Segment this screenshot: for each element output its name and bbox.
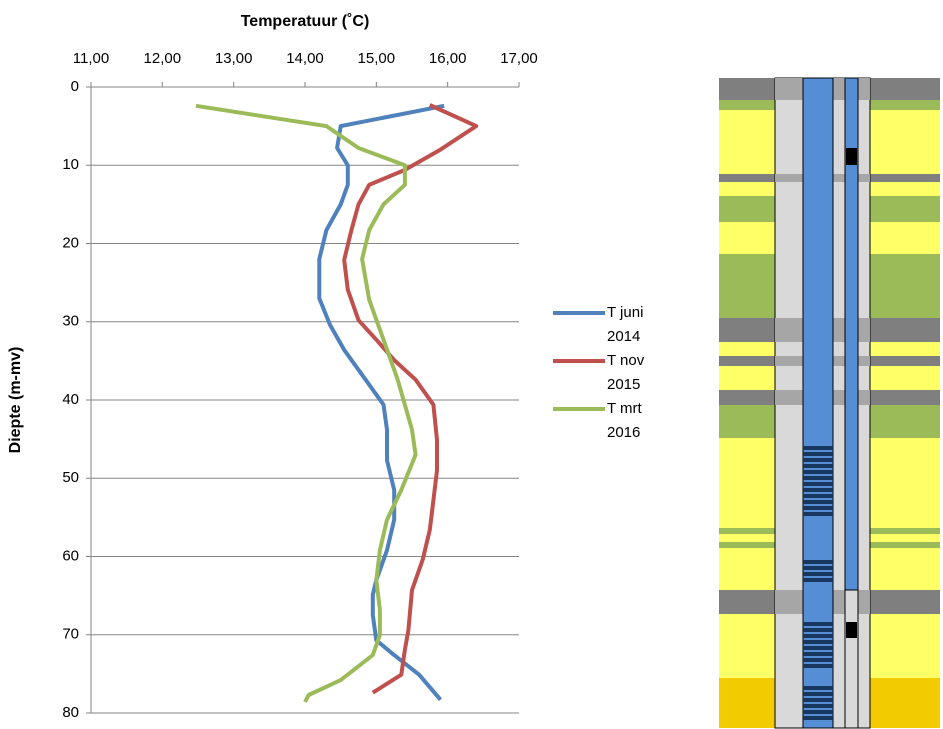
filter <box>803 652 833 656</box>
sensor <box>846 622 857 638</box>
filter <box>803 506 833 510</box>
filter <box>803 698 833 702</box>
filter <box>803 622 833 626</box>
page: Temperatuur (˚C) Diepte (m-mv) 0 10 20 30 40… <box>0 0 943 729</box>
sensor <box>846 148 857 165</box>
chart-title: Temperatuur (˚C) <box>241 13 370 30</box>
legend-label: T nov 2015 <box>607 349 655 397</box>
casing-band <box>858 78 870 100</box>
filter <box>803 578 833 582</box>
casing-band <box>775 590 803 614</box>
filter <box>803 710 833 714</box>
filter <box>803 494 833 498</box>
x-tick-label: 17,00 <box>500 50 538 67</box>
x-tick-label: 11,00 <box>73 50 109 67</box>
casing-band <box>833 318 845 342</box>
filter <box>803 512 833 516</box>
filter <box>803 658 833 662</box>
filter <box>803 640 833 644</box>
y-tick-label: 70 <box>62 626 79 643</box>
filter <box>803 500 833 504</box>
filter <box>803 686 833 690</box>
filter <box>803 452 833 456</box>
filter <box>803 458 833 462</box>
x-tick-label: 15,00 <box>358 50 396 67</box>
y-tick-label: 60 <box>62 547 79 564</box>
casing-band <box>775 78 803 100</box>
casing-band <box>775 356 803 366</box>
filter <box>803 692 833 696</box>
filter <box>803 446 833 450</box>
y-tick-label: 50 <box>62 469 79 486</box>
filter <box>803 560 833 564</box>
y-tick-label: 80 <box>62 704 79 721</box>
casing-band <box>858 390 870 405</box>
borehole-diagram <box>719 78 940 728</box>
casing-band <box>858 174 870 182</box>
x-tick-label: 16,00 <box>429 50 467 67</box>
filter <box>803 488 833 492</box>
legend-label: T juni 2014 <box>607 301 655 349</box>
filter <box>803 476 833 480</box>
filter <box>803 634 833 638</box>
x-tick-label: 13,00 <box>215 50 253 67</box>
filter <box>803 628 833 632</box>
y-tick-label: 0 <box>71 78 79 95</box>
casing-band <box>833 590 845 614</box>
filter <box>803 566 833 570</box>
casing-band <box>775 318 803 342</box>
filter <box>803 646 833 650</box>
legend-label: T mrt 2016 <box>607 397 655 445</box>
x-tick-label: 14,00 <box>286 50 324 67</box>
chart: Temperatuur (˚C) Diepte (m-mv) 0 10 20 30 40… <box>0 0 943 729</box>
filter <box>803 704 833 708</box>
filter <box>803 482 833 486</box>
casing-band <box>833 356 845 366</box>
y-tick-label: 40 <box>62 391 79 408</box>
y-tick-label: 30 <box>62 313 79 330</box>
filter <box>803 470 833 474</box>
casing-band <box>858 318 870 342</box>
casing-band <box>858 590 870 614</box>
casing-band <box>858 356 870 366</box>
series-line <box>344 105 476 693</box>
x-tick-label: 12,00 <box>144 50 182 67</box>
casing-band <box>833 390 845 405</box>
casing-band <box>775 174 803 182</box>
y-axis-label: Diepte (m-mv) <box>7 347 24 454</box>
y-tick-label: 10 <box>62 156 79 173</box>
filter <box>803 464 833 468</box>
y-tick-label: 20 <box>62 234 79 251</box>
filter <box>803 664 833 668</box>
filter <box>803 716 833 720</box>
filter <box>803 572 833 576</box>
tube <box>845 590 858 728</box>
casing-band <box>833 78 845 100</box>
casing-band <box>833 174 845 182</box>
casing-band <box>775 390 803 405</box>
